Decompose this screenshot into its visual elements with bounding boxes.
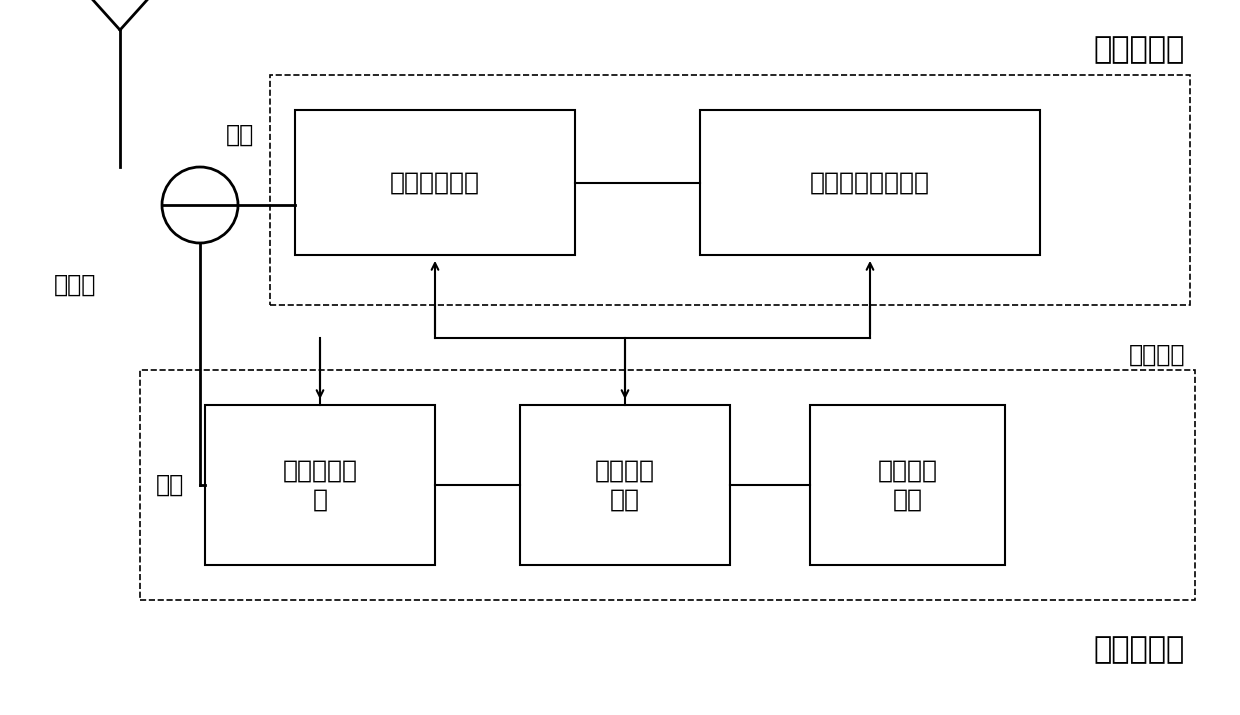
FancyBboxPatch shape [810, 405, 1004, 565]
Text: 信号处理
模块: 信号处理 模块 [878, 458, 937, 512]
Text: 基带信号产生模块: 基带信号产生模块 [810, 170, 930, 194]
Text: 微波发射模块: 微波发射模块 [391, 170, 480, 194]
FancyBboxPatch shape [701, 110, 1040, 255]
Text: 微波接收模
块: 微波接收模 块 [283, 458, 357, 512]
Text: 发射子系统: 发射子系统 [1094, 36, 1185, 64]
FancyBboxPatch shape [205, 405, 435, 565]
FancyBboxPatch shape [520, 405, 730, 565]
Text: 接收: 接收 [156, 473, 184, 497]
Text: 接收子系统: 接收子系统 [1094, 636, 1185, 664]
Text: 环形器: 环形器 [53, 273, 97, 297]
Text: 中频接收
模块: 中频接收 模块 [595, 458, 655, 512]
Text: 同步脉冲: 同步脉冲 [1128, 343, 1185, 367]
Text: 发射: 发射 [226, 123, 254, 147]
FancyBboxPatch shape [295, 110, 575, 255]
